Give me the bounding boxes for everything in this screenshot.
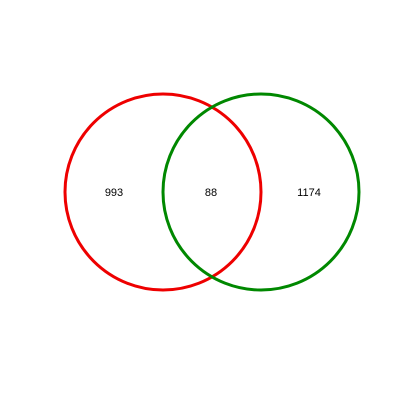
set-b-circle (161, 92, 361, 292)
left-only-count: 993 (105, 187, 123, 199)
right-only-count: 1174 (297, 187, 321, 199)
intersection-count: 88 (205, 187, 217, 199)
set-a-circle (63, 92, 263, 292)
